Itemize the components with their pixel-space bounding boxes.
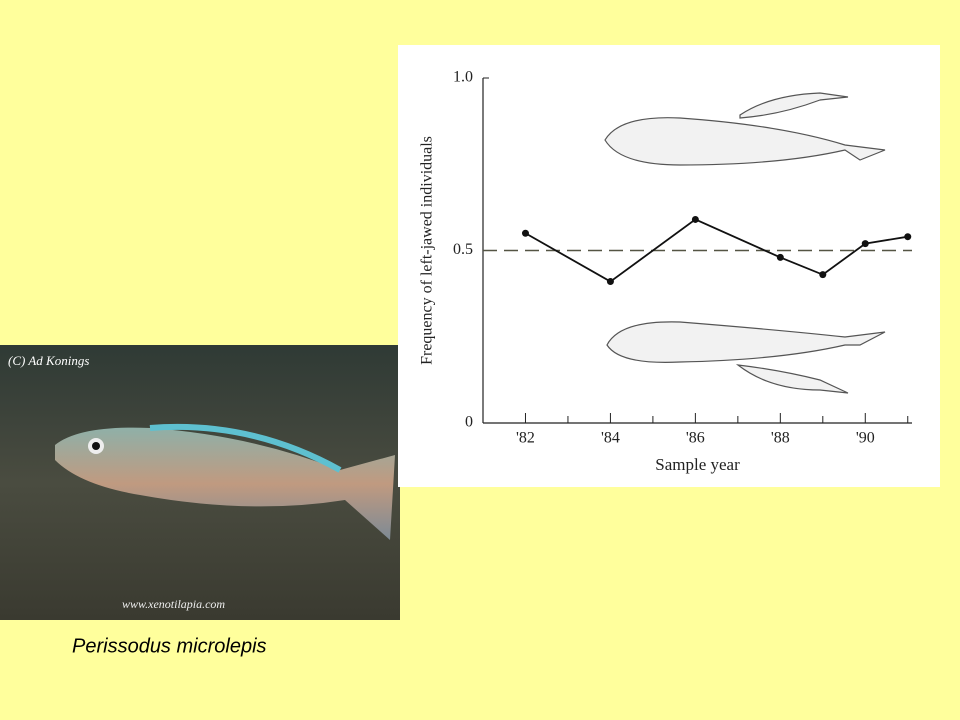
x-axis-label: Sample year: [655, 455, 740, 474]
data-point: [606, 278, 614, 286]
x-tick-label: '90: [856, 430, 875, 447]
fish-drawings: [604, 92, 886, 394]
data-point: [819, 271, 827, 279]
x-tick-label: '84: [601, 430, 620, 447]
photo-credit: (C) Ad Konings: [8, 353, 89, 368]
data-point: [521, 229, 529, 237]
photo-website: www.xenotilapia.com: [122, 597, 225, 611]
data-point: [776, 253, 784, 261]
small-fish-bottom: [735, 364, 849, 394]
data-point: [904, 233, 912, 241]
x-tick-label: '88: [771, 430, 790, 447]
data-point: [861, 240, 869, 248]
y-tick-label: 1.0: [453, 69, 473, 86]
small-fish-top: [739, 92, 849, 119]
fish-bottom: [606, 321, 886, 363]
fish-top: [604, 117, 886, 166]
photo: (C) Ad Konings www.xenotilapia.com: [0, 345, 400, 620]
y-tick-label: 0.5: [453, 241, 473, 258]
fin: [149, 423, 342, 473]
y-tick-label: 0: [465, 414, 473, 431]
caption: Perissodus microlepis: [72, 635, 267, 657]
x-tick-label: '82: [516, 430, 535, 447]
data-point: [691, 215, 699, 223]
chart-panel: [398, 45, 940, 487]
y-axis-label: Frequency of left-jawed individuals: [419, 136, 436, 365]
pupil: [92, 442, 100, 450]
x-tick-label: '86: [686, 430, 705, 447]
plot: 0 0.5 1.0 '82 '84 '86 '88 '90 Sample year Frequen…: [419, 69, 912, 474]
fish-photo: [55, 427, 395, 540]
